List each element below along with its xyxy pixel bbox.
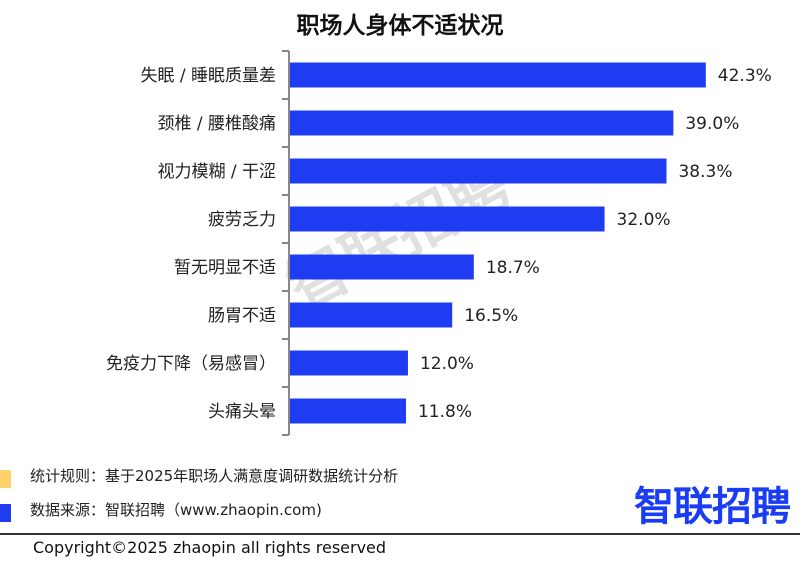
category-label: 免疫力下降（易感冒） — [106, 354, 276, 374]
chart-title: 职场人身体不适状况 — [296, 13, 504, 39]
value-label: 42.3% — [718, 66, 772, 86]
value-label: 11.8% — [418, 402, 472, 422]
value-label: 16.5% — [464, 306, 518, 326]
bar-chart: 失眠 / 睡眠质量差 42.3% 颈椎 / 腰椎酸痛 39.0% 视力模糊 / 干涩 38… — [106, 50, 772, 436]
stats-rule-text: 统计规则：基于2025年职场人满意度调研数据统计分析 — [30, 467, 399, 485]
legend-swatch-source — [0, 504, 11, 522]
value-label: 18.7% — [486, 258, 540, 278]
value-label: 32.0% — [617, 210, 671, 230]
category-label: 失眠 / 睡眠质量差 — [140, 66, 276, 86]
category-label: 头痛头晕 — [208, 402, 276, 422]
bar — [290, 398, 406, 424]
data-source-text: 数据来源：智联招聘（www.zhaopin.com) — [30, 501, 322, 519]
category-label: 肠胃不适 — [208, 306, 276, 326]
divider — [0, 533, 800, 535]
value-label: 38.3% — [678, 162, 732, 182]
value-label: 12.0% — [420, 354, 474, 374]
bar — [290, 110, 674, 136]
bar — [290, 350, 408, 376]
copyright: Copyright©2025 zhaopin all rights reserv… — [33, 538, 387, 557]
bar — [290, 62, 706, 88]
category-label: 暂无明显不适 — [174, 258, 276, 278]
value-label: 39.0% — [685, 114, 739, 134]
zhaopin-logo: 智联招聘 — [634, 484, 791, 530]
bar — [290, 206, 605, 232]
category-label: 颈椎 / 腰椎酸痛 — [157, 114, 276, 134]
legend-swatch-rule — [0, 470, 11, 488]
bar — [290, 254, 474, 280]
bar — [290, 158, 667, 184]
category-label: 视力模糊 / 干涩 — [157, 162, 276, 182]
category-label: 疲劳乏力 — [208, 210, 276, 230]
bar — [290, 302, 453, 328]
